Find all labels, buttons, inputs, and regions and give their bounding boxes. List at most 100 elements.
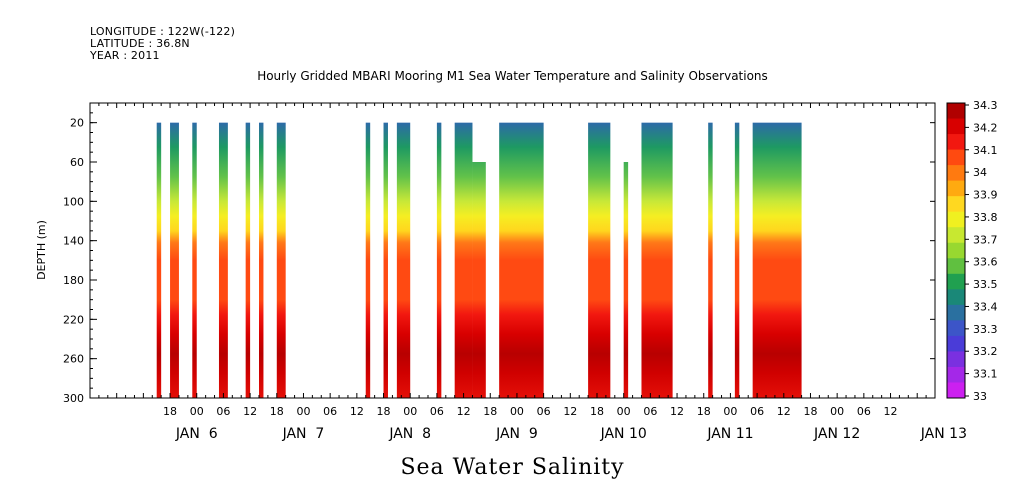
x-hour-label: 18 <box>590 405 604 418</box>
colorbar-label: 34 <box>973 166 987 179</box>
x-hour-label: 00 <box>830 405 844 418</box>
observation-bar <box>472 162 486 398</box>
colorbar-label: 33 <box>973 390 987 403</box>
colorbar-swatch <box>947 227 965 244</box>
x-hour-label: 18 <box>483 405 497 418</box>
colorbar-swatch <box>947 258 965 275</box>
x-hour-label: 06 <box>643 405 657 418</box>
y-tick-label: 100 <box>63 195 84 208</box>
observation-bar <box>588 122 611 399</box>
variable-label: Sea Water Salinity <box>400 455 625 480</box>
y-axis-label: DEPTH (m) <box>35 220 48 280</box>
x-hour-label: 06 <box>216 405 230 418</box>
chart-title: Hourly Gridded MBARI Mooring M1 Sea Wate… <box>257 69 768 83</box>
x-hour-label: 12 <box>243 405 257 418</box>
colorbar-label: 33.9 <box>973 189 998 202</box>
colorbar-swatch <box>947 289 965 306</box>
x-hour-label: 18 <box>270 405 284 418</box>
y-tick-label: 60 <box>70 156 84 169</box>
x-axis: 18 00 06 12 18 00 06 12 18 00 06 12 18 00 06 12 18 00 06 12… <box>89 393 967 442</box>
colorbar-label: 34.2 <box>973 121 998 134</box>
x-hour-label: 06 <box>857 405 871 418</box>
x-hour-label: 18 <box>163 405 177 418</box>
colorbar-label: 33.7 <box>973 233 998 246</box>
observation-bar <box>156 122 162 399</box>
y-tick-label: 20 <box>70 117 84 130</box>
latitude-label: LATITUDE : 36.8N <box>90 37 190 50</box>
colorbar-swatch <box>947 165 965 182</box>
x-hour-label: 06 <box>323 405 337 418</box>
colorbar-swatch <box>947 180 965 197</box>
colorbar-label: 33.8 <box>973 211 998 224</box>
y-axis: 20 60 100 140 180 220 260 300 <box>63 102 935 405</box>
colorbar-label: 33.6 <box>973 256 998 269</box>
colorbar-label: 33.4 <box>973 300 998 313</box>
x-hour-label: 06 <box>430 405 444 418</box>
x-hour-label: 00 <box>510 405 524 418</box>
x-hour-label: 12 <box>350 405 364 418</box>
colorbar-swatch <box>947 273 965 290</box>
colorbar-swatch <box>947 366 965 383</box>
observation-bar <box>218 122 228 399</box>
y-tick-label: 180 <box>63 274 84 287</box>
x-hour-label: 18 <box>697 405 711 418</box>
observation-bar <box>454 122 473 399</box>
observation-bar <box>276 122 286 399</box>
x-hour-label: 12 <box>563 405 577 418</box>
x-hour-label: 12 <box>884 405 898 418</box>
colorbar-swatch <box>947 351 965 368</box>
observation-bar <box>499 122 544 399</box>
x-day-label: JAN 13 <box>920 426 967 442</box>
colorbar-swatch <box>947 335 965 352</box>
y-tick-label: 220 <box>63 313 84 326</box>
x-day-label: JAN 8 <box>388 426 431 442</box>
observation-bar <box>365 122 371 399</box>
x-hour-label: 00 <box>723 405 737 418</box>
observation-bar <box>436 122 442 399</box>
y-tick-label: 300 <box>63 392 84 405</box>
colorbar-label: 33.5 <box>973 278 998 291</box>
x-hour-label: 06 <box>537 405 551 418</box>
observation-bar <box>192 122 197 399</box>
x-day-label: JAN 12 <box>813 426 860 442</box>
x-hour-label: 18 <box>803 405 817 418</box>
observation-bar <box>383 122 388 399</box>
observation-bar <box>623 162 629 398</box>
x-day-label: JAN 9 <box>495 426 538 442</box>
colorbar-label: 34.3 <box>973 99 998 112</box>
x-hour-label: 00 <box>190 405 204 418</box>
observation-bar <box>170 122 179 399</box>
y-tick-label: 260 <box>63 353 84 366</box>
colorbar-label: 34.1 <box>973 144 998 157</box>
colorbar-swatch <box>947 196 965 213</box>
year-label: YEAR : 2011 <box>90 49 160 62</box>
longitude-label: LONGITUDE : 122W(-122) <box>90 25 236 38</box>
x-hour-label: 00 <box>617 405 631 418</box>
x-hour-label: 12 <box>670 405 684 418</box>
observation-bar <box>734 122 740 399</box>
x-day-label: JAN 6 <box>175 426 218 442</box>
colorbar-frame <box>946 102 966 399</box>
colorbar-swatch <box>947 211 965 228</box>
observation-bar <box>641 122 673 399</box>
colorbar-label: 33.1 <box>973 368 998 381</box>
x-day-label: JAN 7 <box>282 426 325 442</box>
observation-bar <box>245 122 251 399</box>
colorbar-swatch <box>947 320 965 337</box>
x-day-label: JAN 10 <box>600 426 647 442</box>
colorbar-swatch <box>947 149 965 166</box>
colorbar-swatch <box>947 242 965 259</box>
x-hour-label: 06 <box>750 405 764 418</box>
observation-bar <box>708 122 713 399</box>
x-hour-label: 12 <box>457 405 471 418</box>
y-tick-label: 140 <box>63 235 84 248</box>
x-hour-label: 18 <box>377 405 391 418</box>
observation-bar <box>396 122 411 399</box>
observation-bar <box>752 122 802 399</box>
observation-bars <box>156 122 802 399</box>
colorbar-label: 33.2 <box>973 345 998 358</box>
colorbar-swatch <box>947 118 965 135</box>
x-hour-label: 12 <box>777 405 791 418</box>
x-day-label: JAN 11 <box>706 426 753 442</box>
